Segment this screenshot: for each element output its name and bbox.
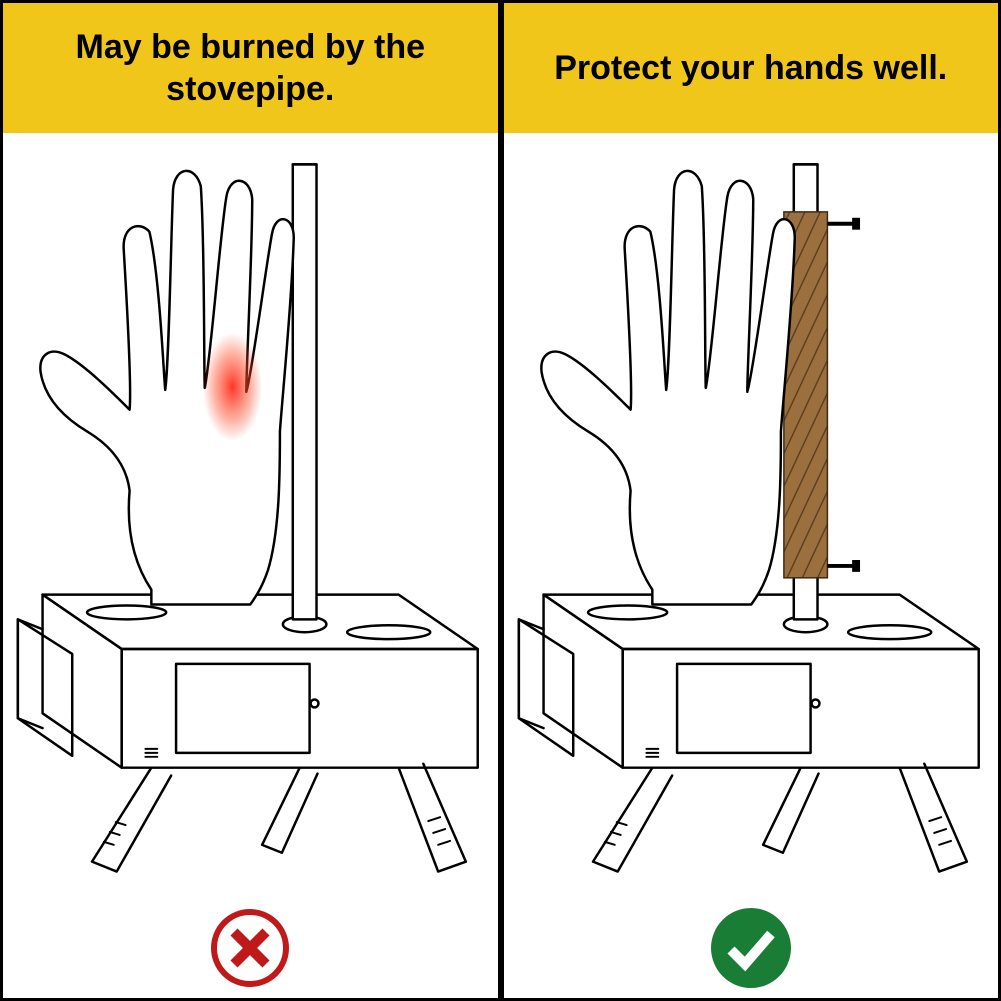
pipe-wrap xyxy=(783,212,859,578)
panel-left: May be burned by the stovepipe. xyxy=(0,0,501,1001)
check-icon xyxy=(711,908,791,988)
left-header: May be burned by the stovepipe. xyxy=(3,3,498,133)
cross-icon xyxy=(210,908,290,988)
left-illustration xyxy=(3,133,498,898)
panel-right: Protect your hands well. xyxy=(501,0,1001,1001)
left-scene xyxy=(3,133,498,898)
left-header-text: May be burned by the stovepipe. xyxy=(23,26,478,111)
left-indicator xyxy=(210,908,290,988)
right-header: Protect your hands well. xyxy=(504,3,999,133)
right-indicator xyxy=(711,908,791,988)
right-scene xyxy=(504,133,999,898)
right-illustration xyxy=(504,133,999,898)
right-hand xyxy=(541,171,794,605)
burn-mark xyxy=(203,333,262,442)
comparison-container: May be burned by the stovepipe. xyxy=(0,0,1001,1001)
right-header-text: Protect your hands well. xyxy=(554,47,947,90)
